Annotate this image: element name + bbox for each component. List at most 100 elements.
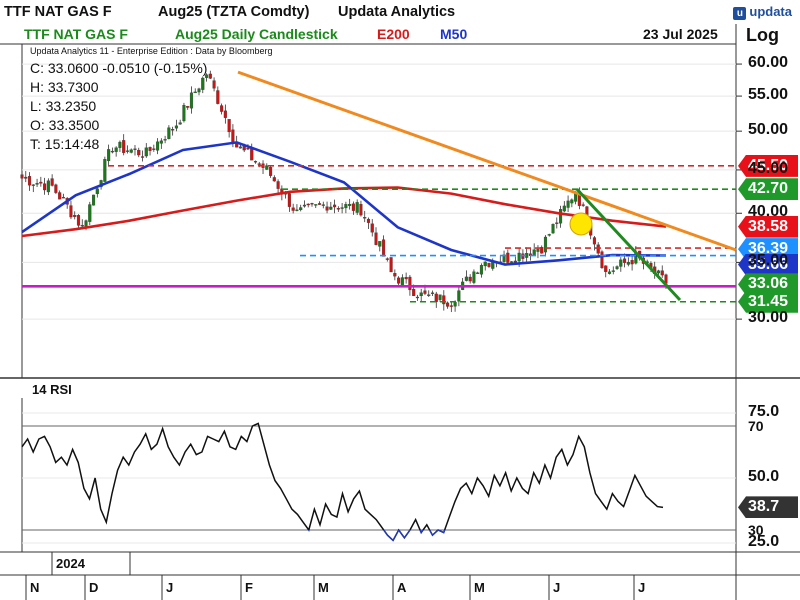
- candle-body: [333, 204, 337, 208]
- candle-body: [156, 141, 160, 151]
- candle-body: [295, 209, 299, 211]
- month-label-4: M: [318, 580, 329, 595]
- candle-body: [133, 148, 137, 150]
- candle-body: [197, 88, 201, 93]
- candle-body: [189, 92, 194, 109]
- price-tick-label: 40.00: [748, 203, 789, 221]
- candle-body: [472, 271, 476, 283]
- candle-body: [129, 149, 133, 153]
- candle-body: [54, 184, 58, 193]
- candle-body: [412, 289, 416, 296]
- candle-body: [397, 277, 401, 284]
- candle-body: [61, 197, 65, 199]
- candle-body: [246, 147, 250, 150]
- candle-body: [611, 270, 615, 272]
- candle-body: [182, 104, 186, 122]
- candle-body: [107, 149, 111, 162]
- candle-body: [110, 150, 114, 153]
- tag-42-70: 42.70: [738, 178, 798, 201]
- candle-body: [581, 204, 585, 206]
- candle-body: [114, 147, 118, 152]
- candle-body: [427, 294, 431, 296]
- candle-body: [415, 296, 419, 299]
- candle-body: [265, 165, 269, 170]
- month-label-3: F: [245, 580, 253, 595]
- rsi-tick-label: 70: [748, 418, 764, 434]
- price-tick-label: 55.00: [748, 86, 789, 104]
- candle-body: [208, 73, 212, 79]
- candle-body: [253, 161, 258, 163]
- month-label-8: J: [638, 580, 646, 595]
- tag-38-58: 38.58: [738, 215, 798, 238]
- month-label-1: D: [89, 580, 99, 595]
- month-label-0: N: [30, 580, 40, 595]
- price-tick-label: 60.00: [748, 54, 789, 72]
- candle-body: [35, 182, 39, 185]
- log-scale-label[interactable]: Log: [746, 25, 779, 45]
- candle-body: [656, 270, 661, 274]
- tag-33-06: 33.06: [738, 273, 798, 296]
- candle-body: [558, 209, 563, 224]
- candle-body: [483, 261, 487, 267]
- chart-background: [0, 24, 800, 600]
- time-readout: T: 15:14:48: [30, 136, 100, 152]
- candle-body: [630, 260, 634, 265]
- close-readout: C: 33.0600 -0.0510 (-0.15%): [30, 60, 208, 76]
- candle-body: [434, 293, 438, 302]
- candle-body: [366, 218, 371, 223]
- edition-label: Updata Analytics 11 - Enterprise Edition…: [30, 46, 273, 56]
- candle-body: [378, 241, 382, 247]
- candle-body: [306, 203, 310, 206]
- ma200-line: [21, 186, 667, 238]
- ma50-line: [21, 141, 667, 266]
- candle-body: [20, 174, 24, 179]
- open-readout: O: 33.3500: [30, 117, 100, 133]
- candle-body: [329, 206, 333, 210]
- candle-body: [351, 203, 355, 211]
- candle-body: [167, 127, 171, 140]
- candle-body: [95, 188, 99, 195]
- candle-body: [363, 217, 367, 219]
- candle-body: [442, 295, 446, 305]
- chart-date: 23 Jul 2025: [643, 26, 718, 42]
- rsi-title: 14 RSI: [32, 382, 72, 397]
- candle-body: [517, 252, 521, 262]
- candle-body: [317, 203, 322, 205]
- ma50-legend: M50: [440, 26, 468, 42]
- candle-body: [404, 277, 408, 280]
- chart-subtitle: Aug25 Daily Candlestick: [175, 26, 338, 42]
- candle-body: [140, 156, 145, 158]
- candle-body: [543, 236, 548, 253]
- month-label-2: J: [166, 580, 174, 595]
- rsi-tick-label: 30: [748, 522, 764, 538]
- green-trendline: [575, 188, 682, 302]
- candle-body: [660, 270, 664, 276]
- candle-body: [355, 202, 359, 213]
- candle-body: [626, 261, 630, 265]
- candle-body: [27, 176, 32, 186]
- candle-body: [310, 203, 314, 205]
- candle-body: [76, 215, 81, 226]
- candle-body: [163, 139, 167, 141]
- candle-body: [423, 290, 427, 294]
- candle-body: [321, 204, 325, 206]
- updata-logo: u updata: [733, 4, 792, 20]
- candle-body: [555, 222, 559, 224]
- candle-body: [491, 262, 495, 269]
- yellow-marker: [569, 212, 593, 236]
- candle-body: [430, 292, 435, 294]
- candle-body: [269, 167, 273, 176]
- contract-title: Aug25 (TZTA Comdty): [158, 4, 310, 20]
- candle-body: [314, 204, 318, 206]
- candle-body: [344, 204, 348, 209]
- candle-body: [532, 249, 536, 256]
- candle-body: [186, 106, 190, 108]
- tag-31-45: 31.45: [738, 290, 798, 313]
- updata-logo-icon: u: [733, 7, 747, 20]
- price-tick-label: 30.00: [748, 309, 789, 327]
- candle-body: [287, 193, 291, 207]
- tag-45-50: 45.50: [738, 154, 798, 177]
- candle-body: [340, 207, 344, 209]
- candle-body: [562, 205, 566, 212]
- candle-body: [438, 294, 442, 300]
